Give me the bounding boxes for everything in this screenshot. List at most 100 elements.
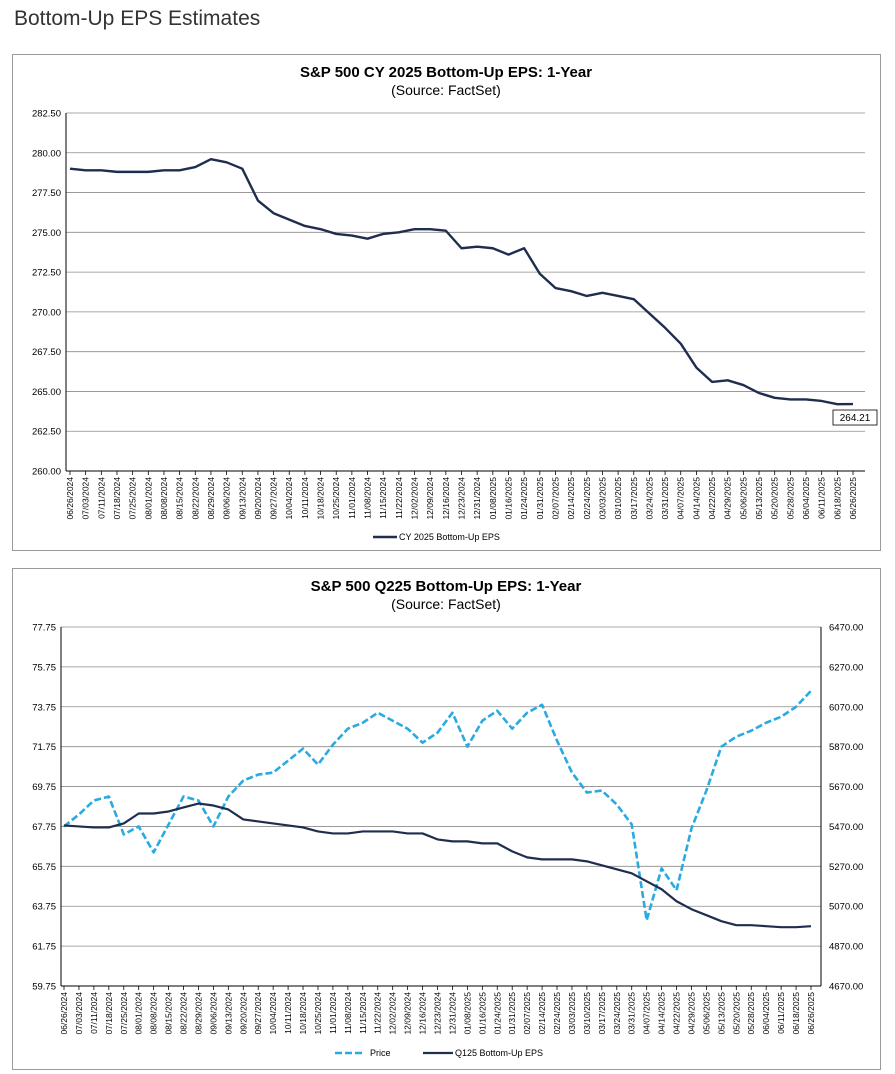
y-tick-label: 262.50 [32, 427, 61, 438]
y-tick-label: 272.50 [32, 268, 61, 279]
y-right-tick-label: 6270.00 [829, 662, 863, 673]
y-tick-label: 277.50 [32, 188, 61, 199]
x-tick-label: 04/22/2025 [707, 477, 717, 520]
chart-q225-eps: S&P 500 Q225 Bottom-Up EPS: 1-Year (Sourc… [12, 568, 881, 1070]
chart-q225-svg: S&P 500 Q225 Bottom-Up EPS: 1-Year(Sourc… [32, 578, 863, 1058]
y-tick-label: 280.00 [32, 148, 61, 159]
x-tick-label: 09/27/2024 [253, 992, 263, 1035]
x-tick-label: 08/08/2024 [149, 992, 159, 1035]
x-tick-label: 07/11/2024 [96, 477, 106, 519]
x-tick-label: 07/25/2024 [128, 477, 138, 520]
chart-subtitle: (Source: FactSet) [391, 596, 501, 612]
y-left-tick-label: 61.75 [32, 942, 56, 953]
x-tick-label: 02/24/2025 [552, 992, 562, 1035]
x-tick-label: 01/24/2025 [519, 477, 529, 520]
chart-cy2025-svg: S&P 500 CY 2025 Bottom-Up EPS: 1-Year(So… [32, 64, 878, 542]
x-tick-label: 12/16/2024 [441, 477, 451, 520]
x-tick-label: 04/14/2025 [657, 992, 667, 1035]
x-tick-label: 05/28/2025 [785, 477, 795, 520]
x-tick-label: 01/16/2025 [503, 477, 513, 520]
x-tick-label: 02/07/2025 [550, 477, 560, 520]
y-left-tick-label: 71.75 [32, 742, 56, 753]
x-tick-label: 02/14/2025 [537, 992, 547, 1035]
x-tick-label: 10/25/2024 [313, 992, 323, 1035]
x-tick-label: 05/13/2025 [716, 992, 726, 1035]
y-right-tick-label: 4870.00 [829, 942, 863, 953]
y-right-tick-label: 6070.00 [829, 702, 863, 713]
x-tick-label: 12/23/2024 [433, 992, 443, 1035]
x-tick-label: 08/29/2024 [193, 992, 203, 1035]
x-tick-label: 10/18/2024 [316, 477, 326, 520]
x-tick-label: 05/20/2025 [731, 992, 741, 1035]
x-tick-label: 06/04/2025 [761, 992, 771, 1035]
x-tick-label: 07/03/2024 [81, 477, 91, 520]
y-left-tick-label: 59.75 [32, 982, 56, 993]
legend-label-price: Price [370, 1048, 391, 1058]
x-tick-label: 08/08/2024 [159, 477, 169, 520]
x-tick-label: 08/29/2024 [206, 477, 216, 520]
x-tick-label: 08/15/2024 [164, 992, 174, 1035]
x-tick-label: 12/31/2024 [472, 477, 482, 520]
y-right-tick-label: 5070.00 [829, 902, 863, 913]
chart-cy2025-eps: S&P 500 CY 2025 Bottom-Up EPS: 1-Year (So… [12, 54, 881, 551]
x-tick-label: 12/09/2024 [403, 992, 413, 1035]
x-tick-label: 07/11/2024 [89, 992, 99, 1034]
x-tick-label: 11/01/2024 [328, 992, 338, 1034]
x-tick-label: 06/26/2025 [848, 477, 858, 520]
x-tick-label: 09/27/2024 [269, 477, 279, 520]
chart-title: S&P 500 Q225 Bottom-Up EPS: 1-Year [311, 578, 582, 595]
x-tick-label: 03/24/2025 [644, 477, 654, 520]
x-tick-label: 01/08/2025 [462, 992, 472, 1035]
y-tick-label: 260.00 [32, 467, 61, 478]
x-tick-label: 08/22/2024 [190, 477, 200, 520]
x-tick-label: 08/01/2024 [134, 992, 144, 1035]
x-tick-label: 09/20/2024 [253, 477, 263, 520]
x-tick-label: 03/03/2025 [597, 477, 607, 520]
x-tick-label: 05/28/2025 [746, 992, 756, 1035]
x-tick-label: 03/10/2025 [582, 992, 592, 1035]
y-tick-label: 265.00 [32, 387, 61, 398]
x-tick-label: 01/31/2025 [535, 477, 545, 520]
x-tick-label: 05/06/2025 [738, 477, 748, 520]
legend-label-q125: Q125 Bottom-Up EPS [455, 1048, 543, 1058]
x-tick-label: 11/08/2024 [343, 992, 353, 1034]
x-tick-label: 12/02/2024 [388, 992, 398, 1035]
x-tick-label: 03/17/2025 [629, 477, 639, 520]
x-tick-label: 04/07/2025 [676, 477, 686, 520]
y-left-tick-label: 69.75 [32, 782, 56, 793]
x-tick-label: 10/04/2024 [268, 992, 278, 1035]
series-line-q125-eps [63, 802, 812, 929]
x-tick-label: 08/22/2024 [179, 992, 189, 1035]
x-tick-label: 06/26/2025 [806, 992, 816, 1035]
x-tick-label: 10/11/2024 [283, 992, 293, 1034]
x-tick-label: 04/29/2025 [723, 477, 733, 520]
x-tick-label: 06/04/2025 [801, 477, 811, 520]
x-tick-label: 11/15/2024 [358, 992, 368, 1034]
x-tick-label: 10/11/2024 [300, 477, 310, 519]
value-callout-box [832, 409, 878, 426]
x-tick-label: 04/07/2025 [642, 992, 652, 1035]
y-left-tick-label: 73.75 [32, 702, 56, 713]
y-right-tick-label: 5670.00 [829, 782, 863, 793]
x-tick-label: 06/11/2025 [776, 992, 786, 1034]
x-tick-label: 10/18/2024 [298, 992, 308, 1035]
chart-title: S&P 500 CY 2025 Bottom-Up EPS: 1-Year [300, 64, 592, 81]
x-tick-label: 02/24/2025 [582, 477, 592, 520]
x-tick-label: 03/10/2025 [613, 477, 623, 520]
x-tick-label: 03/31/2025 [660, 477, 670, 520]
x-tick-label: 04/14/2025 [691, 477, 701, 520]
x-tick-label: 09/06/2024 [222, 477, 232, 520]
x-tick-label: 03/24/2025 [612, 992, 622, 1035]
series-line-cy2025-eps [69, 157, 854, 406]
y-tick-label: 275.00 [32, 228, 61, 239]
x-tick-label: 06/18/2025 [791, 992, 801, 1035]
x-tick-label: 09/13/2024 [237, 477, 247, 520]
x-tick-label: 11/15/2024 [378, 477, 388, 519]
y-left-tick-label: 75.75 [32, 662, 56, 673]
y-left-tick-label: 65.75 [32, 862, 56, 873]
x-tick-label: 08/15/2024 [175, 477, 185, 520]
x-tick-label: 08/01/2024 [143, 477, 153, 520]
x-tick-label: 12/16/2024 [418, 992, 428, 1035]
y-right-tick-label: 5270.00 [829, 862, 863, 873]
y-left-tick-label: 67.75 [32, 822, 56, 833]
